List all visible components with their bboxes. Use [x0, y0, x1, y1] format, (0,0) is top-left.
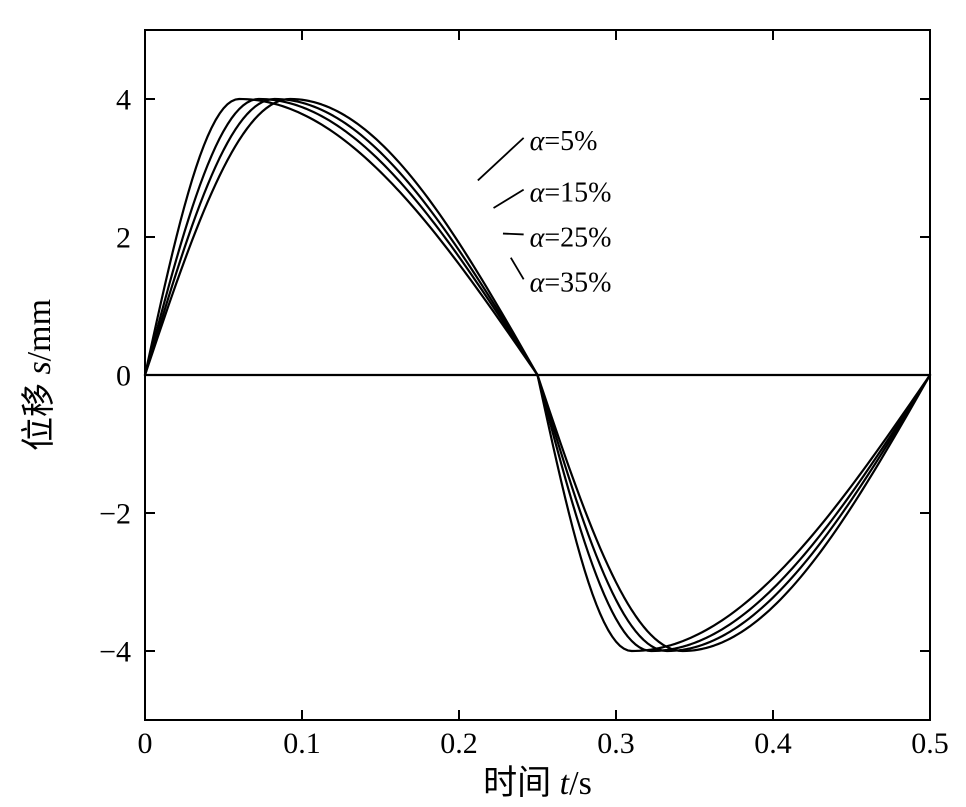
x-tick-label: 0 [138, 727, 153, 760]
annotation-label: α=5% [530, 126, 598, 157]
x-tick-label: 0.3 [597, 727, 635, 760]
x-tick-label: 0.5 [911, 727, 949, 760]
x-tick-label: 0.4 [754, 727, 792, 760]
annotation-leader [503, 234, 524, 235]
y-tick-label: 4 [116, 84, 131, 117]
chart-container: 0 0.1 0.2 0.3 0.4 0.5 −4 −2 0 2 4 时间 t/s 位移 s/mm α=5%… [0, 0, 966, 807]
annotation-label: α=15% [530, 178, 612, 209]
annotation-label: α=35% [530, 268, 612, 299]
x-tick-label: 0.2 [440, 727, 478, 760]
y-tick-label: −4 [99, 636, 131, 669]
y-tick-label: −2 [99, 498, 131, 531]
y-tick-label: 0 [116, 360, 131, 393]
annotation-label: α=25% [530, 223, 612, 254]
displacement-chart: 0 0.1 0.2 0.3 0.4 0.5 −4 −2 0 2 4 时间 t/s 位移 s/mm α=5%… [0, 0, 966, 807]
x-axis-label: 时间 t/s [483, 765, 592, 802]
y-tick-label: 2 [116, 222, 131, 255]
x-tick-label: 0.1 [283, 727, 321, 760]
y-axis-label: 位移 s/mm [20, 299, 58, 451]
